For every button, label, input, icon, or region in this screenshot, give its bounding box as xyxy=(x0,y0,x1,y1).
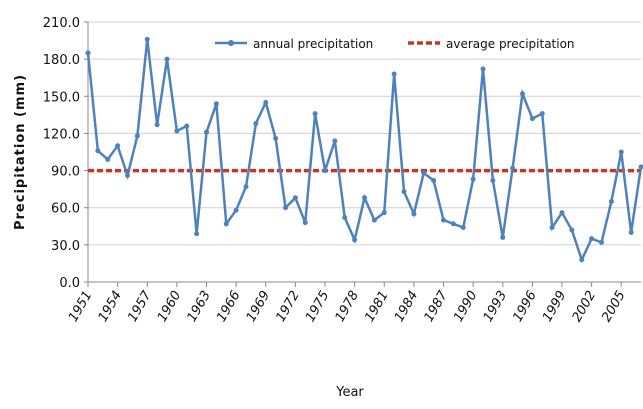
x-tick-label: 1996 xyxy=(510,289,540,325)
data-point xyxy=(371,217,377,223)
data-point xyxy=(174,128,180,134)
data-point xyxy=(352,237,358,243)
x-tick-label: 1984 xyxy=(392,289,422,325)
data-point xyxy=(342,215,348,221)
x-tick-label: 1957 xyxy=(125,288,155,325)
data-point xyxy=(332,138,338,144)
data-point xyxy=(322,168,328,174)
data-line xyxy=(86,39,643,264)
x-tick-label: 1951 xyxy=(66,289,96,325)
x-tick-label: 2005 xyxy=(599,289,629,325)
data-point xyxy=(539,111,545,117)
data-point xyxy=(480,66,486,72)
data-point xyxy=(292,195,298,201)
data-point xyxy=(401,189,407,195)
data-point xyxy=(411,211,417,217)
data-point xyxy=(510,165,516,171)
data-point xyxy=(312,111,318,117)
y-tick-label: 60.0 xyxy=(51,202,80,217)
x-tick-label: 1975 xyxy=(303,289,333,325)
x-tick-label: 1990 xyxy=(451,289,481,325)
data-point xyxy=(608,199,614,205)
data-point xyxy=(164,56,170,62)
data-point xyxy=(273,135,279,141)
data-point xyxy=(569,227,575,233)
data-point xyxy=(194,231,200,237)
data-point xyxy=(134,133,140,139)
x-tick-label: 1966 xyxy=(214,289,244,325)
data-point xyxy=(628,229,634,235)
legend-marker xyxy=(228,40,234,46)
x-tick-label: 1987 xyxy=(421,288,451,325)
y-tick-label: 90.0 xyxy=(51,165,80,180)
x-tick-label: 1969 xyxy=(244,289,274,325)
data-point xyxy=(95,148,101,154)
data-point xyxy=(204,129,209,135)
data-point xyxy=(421,170,427,176)
y-tick-label: 120.0 xyxy=(43,127,80,142)
y-tick-label: 150.0 xyxy=(43,90,80,105)
data-point xyxy=(520,91,525,97)
data-point xyxy=(450,221,456,227)
data-point xyxy=(599,239,604,245)
data-point xyxy=(441,217,446,223)
x-tick-label: 1954 xyxy=(96,289,126,325)
data-point xyxy=(500,234,506,240)
data-point xyxy=(125,173,130,179)
data-point xyxy=(638,164,643,170)
data-point xyxy=(391,71,397,77)
data-point xyxy=(283,205,288,211)
x-tick-label: 2002 xyxy=(570,289,600,325)
data-point xyxy=(302,220,308,226)
data-point xyxy=(431,177,437,183)
data-point xyxy=(85,50,91,56)
legend-label: annual precipitation xyxy=(253,37,373,51)
data-point xyxy=(243,184,249,190)
y-axis-title: Precipitation (mm) xyxy=(13,74,28,230)
y-tick-label: 0.0 xyxy=(59,276,80,291)
data-point xyxy=(154,122,160,128)
data-point xyxy=(144,36,150,42)
y-tick-label: 210.0 xyxy=(43,16,80,31)
x-tick-label: 1978 xyxy=(333,289,363,325)
x-tick-label: 1960 xyxy=(155,289,185,325)
data-point xyxy=(579,257,585,263)
data-point xyxy=(213,101,219,107)
data-point xyxy=(381,210,387,216)
data-point xyxy=(184,123,190,129)
legend-label: average precipitation xyxy=(446,37,575,51)
x-tick-label: 1999 xyxy=(540,289,570,325)
data-point xyxy=(529,116,535,122)
data-point xyxy=(559,210,565,216)
data-point xyxy=(490,177,496,183)
x-tick-label: 1981 xyxy=(362,289,392,325)
data-point xyxy=(549,225,555,231)
data-point xyxy=(253,121,259,127)
data-point xyxy=(589,236,595,242)
data-point xyxy=(115,143,121,149)
data-point xyxy=(618,149,624,155)
x-tick-label: 1993 xyxy=(481,289,511,325)
data-point xyxy=(233,207,239,213)
x-axis-title: Year xyxy=(335,385,364,400)
x-tick-label: 1963 xyxy=(184,289,214,325)
data-point xyxy=(362,195,367,201)
x-tick-label: 1972 xyxy=(273,289,303,325)
data-point xyxy=(263,99,269,105)
data-point xyxy=(460,225,466,231)
y-tick-label: 180.0 xyxy=(43,53,80,68)
data-point xyxy=(223,221,229,227)
data-point xyxy=(105,156,111,162)
y-tick-label: 30.0 xyxy=(51,239,80,254)
data-point xyxy=(470,176,476,182)
